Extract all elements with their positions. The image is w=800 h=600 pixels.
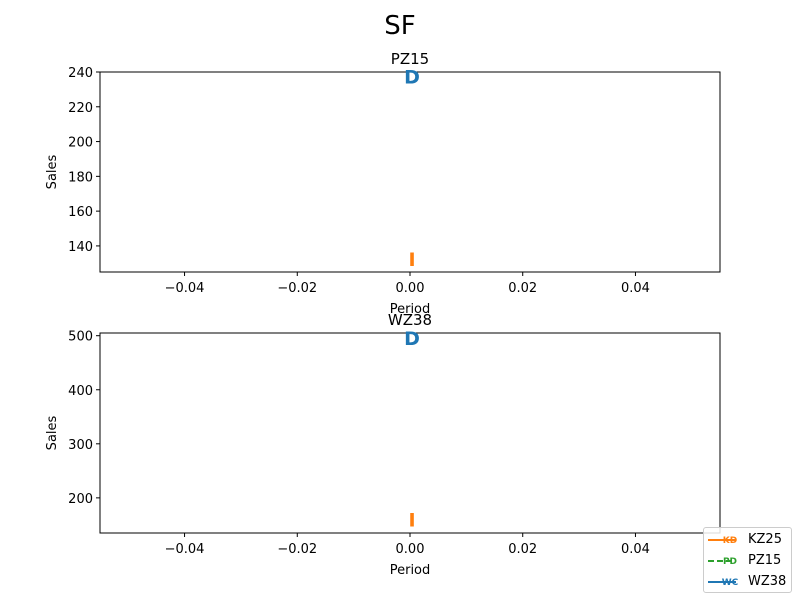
x-tick-label: 0.02 <box>508 281 537 296</box>
figure-title: SF <box>384 11 415 41</box>
y-tick-label: 140 <box>68 240 93 255</box>
x-axis-label: Period <box>390 563 431 578</box>
x-tick-label: −0.02 <box>277 542 317 557</box>
x-tick-label: −0.04 <box>165 281 205 296</box>
legend-marker: PD <box>723 557 737 567</box>
subplots: PZ15 −0.04 −0.02 0.00 0.02 0.04 140 160 180 200 22… <box>45 50 721 578</box>
data-marker: D <box>404 328 420 350</box>
y-tick-label: 240 <box>68 66 93 81</box>
subplot-title: PZ15 <box>391 50 429 68</box>
legend-item: PD PZ15 <box>708 552 790 570</box>
y-tick-label: 200 <box>68 136 93 151</box>
legend-marker: KD <box>723 536 737 546</box>
subplot-2: WZ38 −0.04 −0.02 0.00 0.02 0.04 200 300 400 500 Pe… <box>45 311 721 578</box>
data-marker: I <box>408 509 415 531</box>
plot-area-frame <box>99 71 721 273</box>
x-tick-label: 0.04 <box>621 542 650 557</box>
subplot-title: WZ38 <box>388 311 432 329</box>
y-tick-label: 220 <box>68 101 93 116</box>
legend-swatch: WC <box>708 578 739 588</box>
y-tick-label: 180 <box>68 170 93 185</box>
legend-marker: WC <box>722 578 739 588</box>
legend-item: WC WZ38 <box>708 573 790 591</box>
data-marker: I <box>408 249 415 271</box>
subplot-1: PZ15 −0.04 −0.02 0.00 0.02 0.04 140 160 180 200 22… <box>45 50 721 317</box>
legend: KD KZ25 PD PZ15 WC WZ38 <box>703 527 792 593</box>
x-tick-label: 0.00 <box>396 281 425 296</box>
legend-item: KD KZ25 <box>708 531 790 549</box>
data-marker: D <box>404 66 420 88</box>
legend-swatch: PD <box>708 557 737 567</box>
y-tick-label: 200 <box>68 492 93 507</box>
plot-area-frame <box>99 332 721 534</box>
y-axis-label: Sales <box>45 415 60 450</box>
x-tick-label: 0.02 <box>508 542 537 557</box>
x-tick-label: 0.04 <box>621 281 650 296</box>
legend-label: PZ15 <box>748 553 782 568</box>
legend-label: KZ25 <box>748 532 782 547</box>
y-tick-label: 500 <box>68 330 93 345</box>
y-axis-label: Sales <box>45 154 60 189</box>
y-tick-label: 400 <box>68 384 93 399</box>
legend-label: WZ38 <box>748 574 787 589</box>
x-tick-label: 0.00 <box>396 542 425 557</box>
x-tick-label: −0.04 <box>165 542 205 557</box>
x-axis-label: Period <box>390 302 431 317</box>
legend-swatch: KD <box>708 536 737 546</box>
y-tick-label: 160 <box>68 205 93 220</box>
x-tick-label: −0.02 <box>277 281 317 296</box>
y-tick-label: 300 <box>68 438 93 453</box>
